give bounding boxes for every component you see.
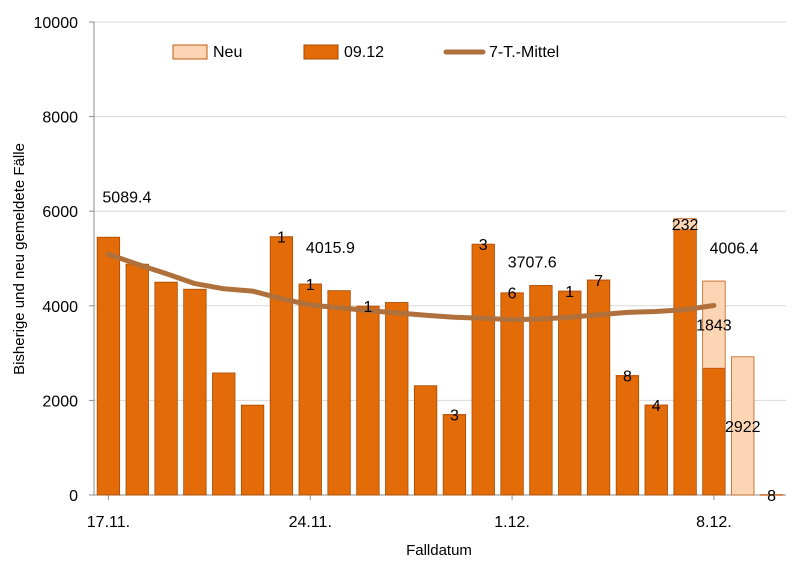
bar-0912	[644, 404, 668, 496]
bar-0912	[212, 372, 236, 496]
data-label-neu: 1	[277, 230, 286, 247]
series-line-mean	[105, 251, 717, 323]
bar-neu	[442, 414, 467, 416]
data-label-neu: 7	[594, 273, 603, 290]
data-labels: 5089.4 1 4015.9 1 1 3 3 3707.6 6 1 7 8 4 232 4006.4 184…	[102, 189, 776, 505]
bar-0912	[702, 367, 726, 496]
y-tick-label: 10000	[34, 15, 79, 32]
bar-neu	[500, 292, 524, 294]
bar-0912	[558, 290, 582, 496]
data-label-neu: 3	[450, 407, 459, 424]
legend-label-neu: Neu	[213, 44, 242, 61]
plot-area	[93, 22, 786, 496]
data-label-mean: 5089.4	[102, 189, 151, 206]
data-label-neu: 1	[363, 299, 372, 316]
legend-label-0912: 09.12	[344, 44, 384, 61]
data-label-neu: 3	[479, 237, 488, 254]
bars	[96, 218, 784, 496]
data-label-mean: 4006.4	[710, 240, 759, 257]
bar-0912	[298, 283, 322, 496]
bar-neu	[471, 243, 495, 246]
bar-neu	[269, 236, 294, 238]
bar-neu	[644, 404, 668, 406]
bar-neu	[702, 280, 726, 369]
gridlines	[89, 21, 786, 496]
bar-0912	[442, 414, 467, 496]
mean-line	[105, 251, 717, 323]
data-label-mean: 4015.9	[306, 240, 355, 257]
legend-swatch-neu	[172, 44, 208, 60]
data-label-neu: 232	[672, 217, 699, 234]
data-label-neu: 2922	[725, 419, 761, 436]
bar-0912	[413, 385, 438, 496]
bar-neu	[356, 305, 380, 308]
bar-0912	[356, 305, 380, 496]
bar-0912	[269, 236, 294, 496]
bar-0912	[183, 288, 207, 496]
x-axis-label: Falldatum	[406, 542, 472, 559]
legend: Neu 09.12 7-T.-Mittel	[112, 40, 627, 70]
y-tick-label: 2000	[42, 393, 78, 410]
data-label-neu: 8	[623, 368, 632, 385]
data-label-neu: 1	[565, 284, 574, 301]
bar-neu	[731, 356, 755, 496]
legend-swatch-0912	[303, 44, 339, 60]
bar-neu	[558, 290, 582, 293]
bar-0912	[471, 243, 495, 496]
bar-0912	[240, 404, 265, 496]
data-label-neu: 6	[508, 286, 517, 303]
bar-neu	[673, 218, 697, 231]
bar-0912	[385, 302, 409, 496]
legend-label-mean: 7-T.-Mittel	[489, 44, 559, 61]
data-label-neu: 4	[652, 398, 661, 415]
y-tick-labels: 0 2000 4000 6000 8000 10000	[34, 15, 79, 505]
bar-neu	[759, 494, 784, 496]
bar-0912	[615, 375, 640, 496]
bar-0912	[529, 285, 553, 496]
data-label-neu: 1843	[696, 318, 732, 335]
x-tick-label: 8.12.	[696, 514, 732, 531]
y-tick-label: 0	[69, 488, 78, 505]
bar-0912	[673, 229, 697, 496]
bar-0912	[96, 236, 121, 496]
bar-0912	[154, 281, 178, 496]
y-axis-label: Bisherige und neu gemeldete Fälle	[11, 143, 28, 375]
x-tick-labels: 17.11. 24.11. 1.12. 8.12.	[87, 495, 732, 531]
bar-neu	[615, 375, 640, 377]
x-tick-label: 24.11.	[289, 514, 332, 531]
x-tick-label: 17.11.	[87, 514, 130, 531]
y-tick-label: 4000	[42, 299, 78, 316]
bar-0912	[327, 290, 351, 496]
data-label-mean: 3707.6	[508, 255, 557, 272]
bar-neu	[298, 283, 322, 285]
y-tick-label: 8000	[42, 110, 78, 127]
x-tick-label: 1.12.	[494, 514, 530, 531]
bar-0912	[500, 292, 524, 496]
data-label-neu: 1	[306, 277, 315, 294]
y-tick-label: 6000	[42, 204, 78, 221]
data-label-neu: 8	[767, 488, 776, 505]
bar-0912	[125, 263, 149, 496]
bar-neu	[586, 279, 611, 281]
